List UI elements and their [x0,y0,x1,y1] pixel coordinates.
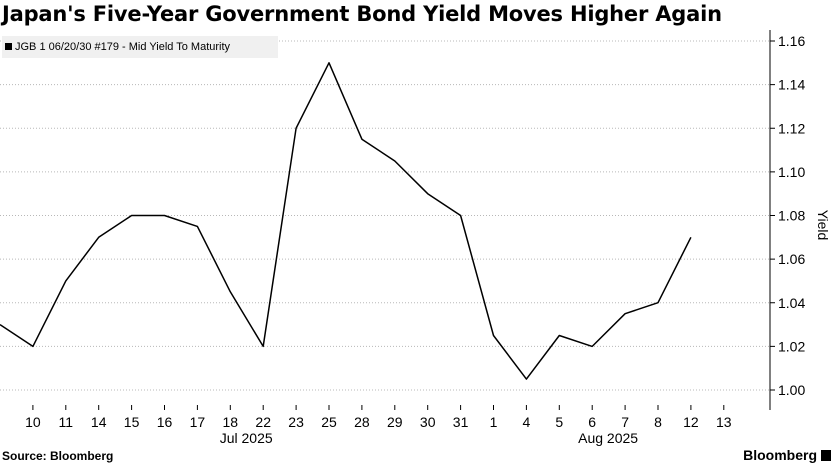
x-tick-label: 11 [59,414,74,430]
x-tick-label: 10 [25,414,41,430]
x-tick-label: 5 [555,414,563,430]
x-tick-label: 6 [588,414,596,430]
x-tick-label: 17 [190,414,206,430]
x-tick-label: 30 [420,414,436,430]
x-tick-label: 29 [387,414,403,430]
x-tick-label: 4 [523,414,531,430]
x-tick-label: 23 [288,414,304,430]
x-tick-label: 22 [255,414,271,430]
x-tick-label: 12 [683,414,699,430]
y-tick-label: 1.04 [778,295,805,311]
x-tick-label: 18 [223,414,239,430]
x-tick-label: 15 [124,414,140,430]
y-axis-label: Yield [815,210,831,241]
series-line [0,62,692,380]
brand-logo-text: Bloomberg [743,447,817,463]
x-ticks: 10 11 14 15 16 17 18 22 23 25 28 29 30 31 1 4 5 6 7 8 12 13Ju… [25,405,732,446]
chart-title: Japan's Five-Year Government Bond Yield … [2,2,722,26]
y-tick-label: 1.12 [778,120,805,136]
source-note: Source: Bloomberg [2,449,114,463]
x-tick-label: 14 [91,414,107,430]
legend: JGB 1 06/20/30 #179 - Mid Yield To Matur… [2,36,278,58]
x-month-label: Jul 2025 [220,430,273,446]
legend-swatch [5,43,12,50]
x-tick-label: 25 [321,414,337,430]
y-tick-label: 1.08 [778,208,805,224]
y-ticks: 1.00 1.02 1.04 1.06 1.08 1.10 1.12 1.14 1.16 [770,33,805,398]
legend-label: JGB 1 06/20/30 #179 - Mid Yield To Matur… [15,41,231,53]
x-tick-label: 28 [354,414,370,430]
y-tick-label: 1.06 [778,251,805,267]
x-month-label: Aug 2025 [578,430,638,446]
y-tick-label: 1.02 [778,338,805,354]
y-tick-label: 1.14 [778,77,805,93]
x-tick-label: 31 [453,414,469,430]
brand-mark-icon [821,450,831,461]
x-tick-label: 8 [654,414,662,430]
x-tick-label: 16 [157,414,173,430]
y-tick-label: 1.10 [778,164,805,180]
x-tick-label: 7 [621,414,629,430]
y-tick-label: 1.00 [778,382,805,398]
x-tick-label: 13 [716,414,732,430]
x-tick-label: 1 [490,414,498,430]
grid-lines [0,40,770,391]
y-tick-label: 1.16 [778,33,805,49]
